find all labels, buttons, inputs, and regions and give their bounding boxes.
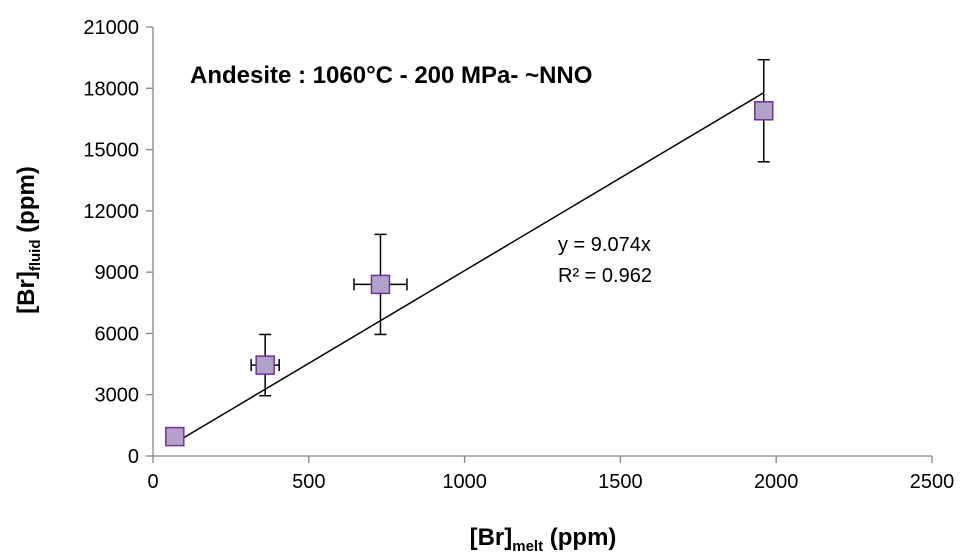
y-tick-label: 15000 xyxy=(83,140,139,162)
y-axis-title-subscript: fluid xyxy=(27,240,44,272)
axes xyxy=(152,27,932,457)
x-tick-label: 0 xyxy=(147,471,158,493)
y-axis-title-main: [Br] xyxy=(13,271,40,314)
error-bars xyxy=(250,58,770,397)
x-axis-title: [Br]melt (ppm) xyxy=(470,524,617,555)
y-tick-label: 6000 xyxy=(95,323,140,345)
x-tick-label: 500 xyxy=(292,471,325,493)
data-point-marker xyxy=(753,101,774,121)
data-points xyxy=(165,101,774,447)
data-point-marker xyxy=(370,274,391,295)
x-tick-label: 1500 xyxy=(598,471,643,493)
y-tick-label: 3000 xyxy=(95,385,140,407)
y-tick-label: 12000 xyxy=(83,201,139,223)
trendline-equation: y = 9.074x xyxy=(558,234,651,256)
x-axis-title-subscript: melt xyxy=(512,538,543,555)
trendline-layer xyxy=(174,92,765,444)
y-axis-title: [Br]fluid (ppm) xyxy=(13,166,44,314)
y-tick-label: 9000 xyxy=(95,262,140,284)
trendline xyxy=(174,92,765,444)
y-tick-label: 18000 xyxy=(83,78,139,100)
chart-annotation-title: Andesite : 1060°C - 200 MPa- ~NNO xyxy=(190,62,592,89)
data-point-marker xyxy=(255,355,275,375)
y-axis-ticks: 0 3000 6000 9000 12000 15000 18000 21000 xyxy=(83,17,153,468)
x-tick-label: 2000 xyxy=(754,471,799,493)
x-axis-ticks: 0 500 1000 1500 2000 2500 xyxy=(147,456,954,493)
data-point-marker xyxy=(165,426,185,447)
y-axis-title-unit: (ppm) xyxy=(13,166,40,239)
x-axis-title-unit: (ppm) xyxy=(543,524,616,551)
x-axis-title-main: [Br] xyxy=(470,524,513,551)
x-tick-label: 2500 xyxy=(910,471,955,493)
x-tick-label: 1000 xyxy=(442,471,487,493)
y-tick-label: 0 xyxy=(128,446,139,468)
r-squared-label: R² = 0.962 xyxy=(558,265,652,287)
y-tick-label: 21000 xyxy=(83,17,139,39)
